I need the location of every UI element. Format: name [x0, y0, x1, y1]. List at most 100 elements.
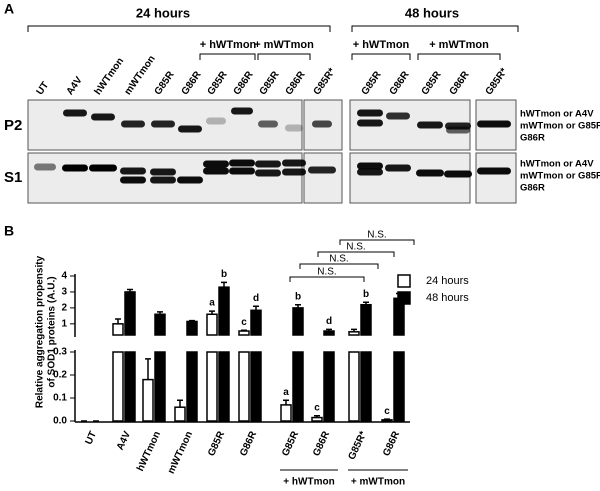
significance-letter: c: [314, 402, 320, 413]
blot-band: [63, 109, 87, 117]
bar: [311, 416, 323, 422]
band-label: hWTmon or A4V: [520, 109, 594, 120]
error-bar: [145, 358, 151, 380]
bar: [218, 351, 230, 422]
error-bar: [127, 288, 133, 292]
blot-band: [150, 176, 176, 184]
error-bar: [209, 310, 215, 315]
y-axis-label: of SOD1 proteins (A.U.): [47, 276, 58, 387]
bar: [360, 303, 372, 336]
bar: [348, 331, 360, 336]
y-tick-label: 0.0: [53, 416, 67, 427]
significance-letter: c: [241, 317, 247, 328]
bar: [323, 351, 335, 422]
significance-letter: a: [283, 387, 289, 398]
blot-band: [446, 126, 470, 134]
bar: [186, 320, 198, 336]
panel-label: B: [4, 223, 14, 239]
bar: [292, 307, 304, 336]
blot-band: [312, 120, 332, 128]
significance-letter: d: [253, 293, 259, 304]
panel-label: A: [4, 1, 14, 17]
bar: [112, 323, 124, 336]
error-bar: [295, 303, 301, 308]
y-tick-label: 4: [61, 271, 67, 282]
y-tick-label: 1: [61, 318, 67, 329]
blot-band: [258, 120, 278, 128]
blot-band: [91, 113, 115, 121]
group-label: + hWTmon: [353, 39, 410, 51]
significance-letter: d: [326, 316, 332, 327]
significance-bracket: [339, 239, 415, 245]
group-label: + hWTmon: [283, 477, 334, 488]
band-label: G86R: [520, 133, 545, 144]
error-bar: [283, 399, 289, 405]
blot-band: [231, 107, 253, 115]
blot-band: [34, 163, 56, 171]
blot-band: [416, 169, 444, 177]
blot-band: [229, 167, 255, 175]
blot-frame: [475, 152, 517, 204]
band-label: G86R: [520, 183, 545, 194]
blot-band: [357, 109, 383, 117]
significance-letter: b: [221, 269, 227, 280]
y-axis-label: Relative aggregation propensity: [35, 255, 46, 408]
bar: [174, 406, 186, 422]
error-bar: [221, 281, 227, 288]
bar: [348, 351, 360, 422]
blot-band: [444, 170, 472, 178]
blot-band: [357, 168, 383, 176]
y-tick-label: 3: [61, 287, 67, 298]
error-bar: [177, 399, 183, 408]
blot-band: [308, 166, 336, 174]
blot-band: [89, 164, 117, 172]
legend-swatch: [397, 274, 411, 288]
blot-band: [282, 168, 306, 176]
y-tick-label: 2: [61, 303, 67, 314]
significance-label: N.S.: [367, 230, 386, 241]
time-bracket: [351, 25, 519, 32]
blot-band: [417, 121, 443, 129]
legend-label: 24 hours: [426, 275, 469, 287]
bar: [142, 378, 154, 422]
blot-band: [385, 164, 411, 172]
error-bar: [253, 305, 259, 311]
y-tick-label: 0.1: [53, 393, 67, 404]
band-label: mWTmon or G85R: [520, 121, 600, 132]
blot-frame: [303, 152, 343, 204]
blot-band: [178, 125, 202, 133]
blot-band: [386, 112, 410, 120]
blot-band: [206, 117, 226, 125]
bar: [360, 351, 372, 422]
x-tick-label: UT: [84, 430, 100, 447]
significance-letter: b: [295, 291, 301, 302]
bar: [323, 330, 335, 336]
blot-band: [357, 162, 383, 170]
significance-bracket: [299, 263, 379, 269]
error-bar: [189, 319, 195, 322]
error-bar: [115, 318, 121, 324]
blot-band: [229, 159, 255, 167]
group-bracket: [351, 53, 501, 60]
blot-band: [477, 120, 511, 128]
blot-band: [120, 176, 146, 184]
blot-band: [150, 168, 176, 176]
blot-band: [121, 120, 145, 128]
time-bracket: [27, 25, 331, 32]
time-label: 24 hours: [136, 5, 190, 20]
bar: [154, 351, 166, 422]
bar: [250, 309, 262, 336]
row-label: P2: [4, 117, 22, 134]
error-bar: [157, 311, 163, 315]
significance-bracket: [289, 276, 365, 282]
group-bracket: [199, 53, 311, 60]
y-tick-label: 0.3: [53, 347, 67, 358]
blot-band: [203, 160, 229, 168]
bar: [238, 351, 250, 422]
error-bar: [363, 301, 369, 305]
bar: [280, 404, 292, 422]
blot-band: [203, 167, 229, 175]
bar: [124, 351, 136, 422]
bar: [292, 351, 304, 422]
